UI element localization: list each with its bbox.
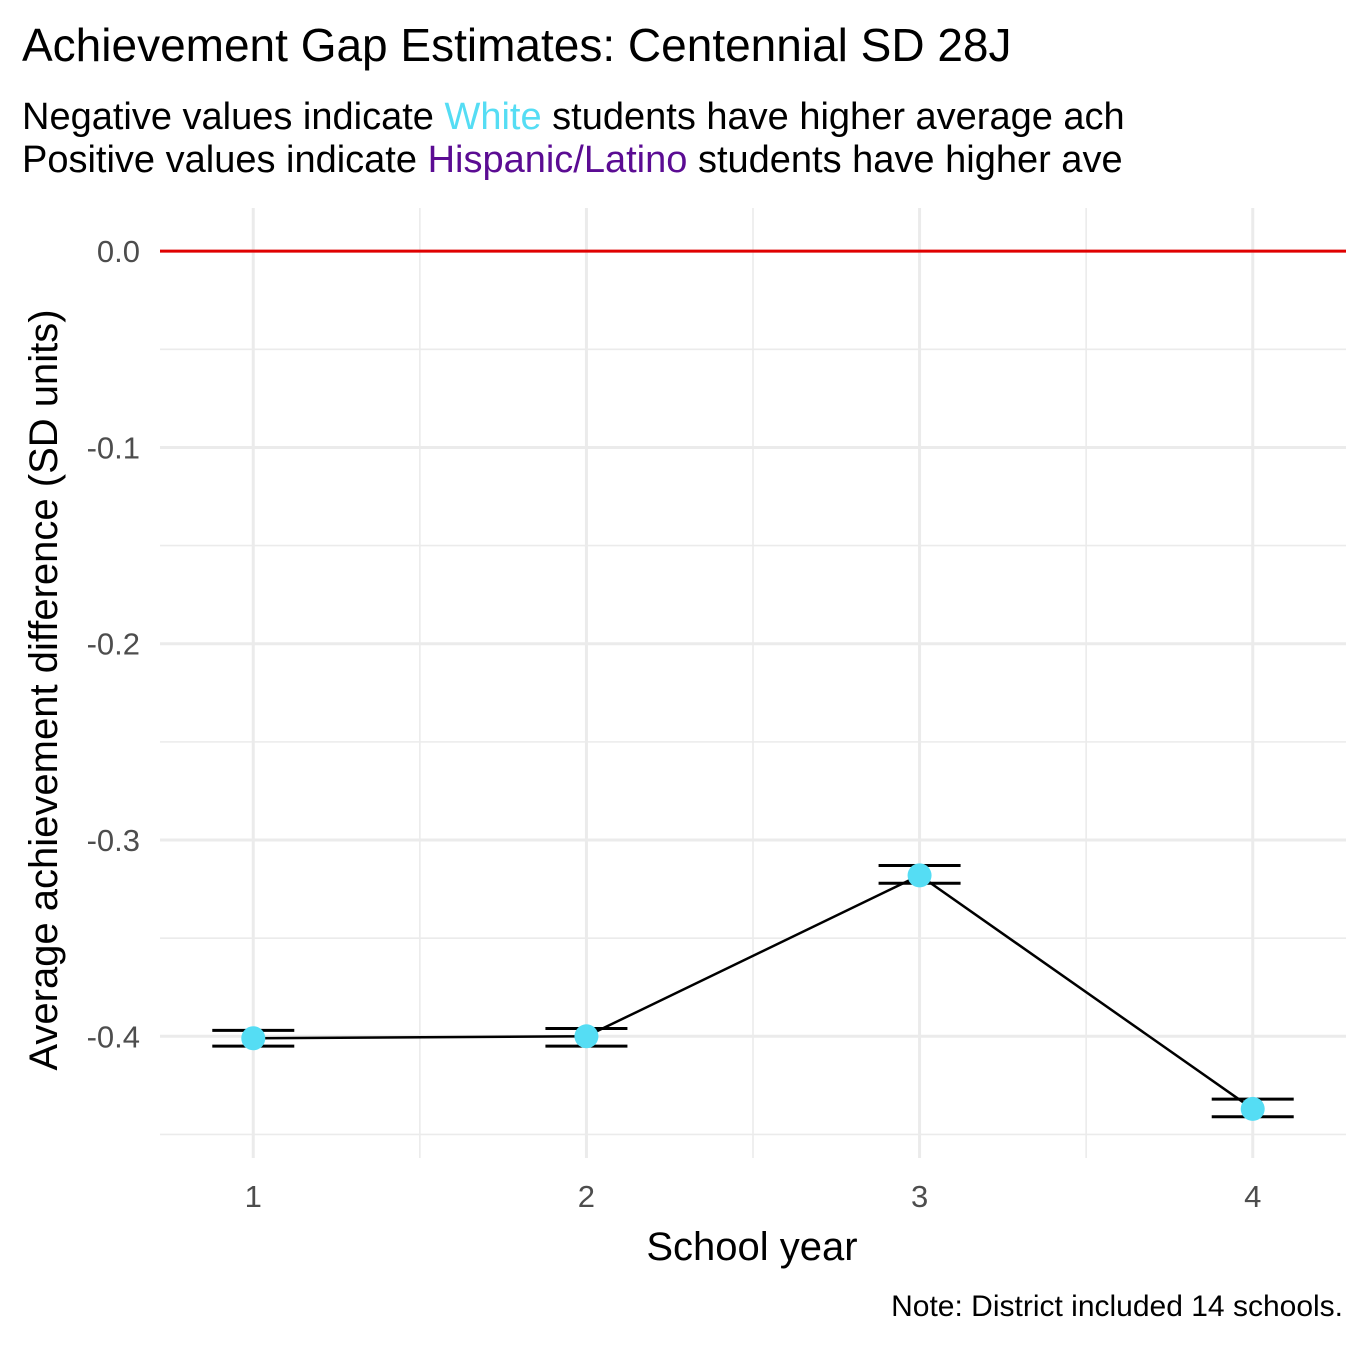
chart-title: Achievement Gap Estimates: Centennial SD… <box>22 19 1012 71</box>
x-tick-label: 1 <box>245 1179 262 1214</box>
data-point <box>241 1026 266 1051</box>
subtitle-line-1-after: students have higher average ach <box>541 96 1125 138</box>
x-tick-label: 4 <box>1244 1179 1261 1214</box>
y-tick-label: -0.1 <box>87 430 140 465</box>
y-axis-title: Average achievement difference (SD units… <box>22 309 66 1070</box>
subtitle-line-1: Negative values indicate White students … <box>22 96 1125 139</box>
x-tick-label: 2 <box>578 1179 595 1214</box>
chart-caption: Note: District included 14 schools. <box>891 1290 1343 1323</box>
axis-labels: School year Average achievement differen… <box>22 309 858 1269</box>
subtitle-line-2: Positive values indicate Hispanic/Latino… <box>22 139 1123 182</box>
data-point <box>907 863 932 888</box>
data-point <box>574 1024 599 1049</box>
y-tick-label: -0.3 <box>87 823 140 858</box>
y-tick-label: -0.2 <box>87 627 140 662</box>
subtitle-hispanic-highlight: Hispanic/Latino <box>427 139 688 181</box>
subtitle-line-2-after: students have higher ave <box>687 139 1123 181</box>
y-tick-label: 0.0 <box>97 234 140 269</box>
subtitle-line-2-before: Positive values indicate <box>22 139 428 181</box>
grid-lines: 0.0 -0.1 -0.2 -0.3 -0.4 1 2 3 4 <box>87 208 1346 1214</box>
data-point <box>1240 1096 1265 1121</box>
x-tick-label: 3 <box>911 1179 928 1214</box>
subtitle-white-highlight: White <box>444 96 542 138</box>
y-tick-label: -0.4 <box>87 1019 140 1054</box>
subtitle-line-1-before: Negative values indicate <box>22 96 445 138</box>
series-group <box>212 863 1294 1121</box>
series-line <box>253 873 1254 1110</box>
x-axis-title: School year <box>646 1225 857 1269</box>
